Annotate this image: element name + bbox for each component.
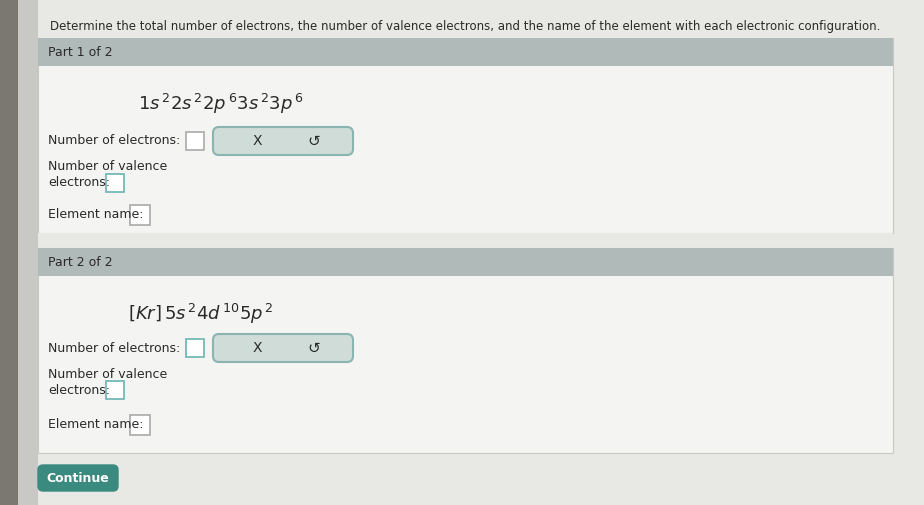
Text: Element name:: Element name:: [48, 208, 143, 221]
Text: Number of valence: Number of valence: [48, 161, 167, 174]
Bar: [186, 132, 204, 150]
Text: Element name:: Element name:: [48, 418, 143, 430]
Bar: [38, 248, 893, 276]
Bar: [38, 248, 893, 453]
Text: $1s^{\,2}2s^{\,2}2p^{\,6}3s^{\,2}3p^{\,6}$: $1s^{\,2}2s^{\,2}2p^{\,6}3s^{\,2}3p^{\,6…: [138, 92, 304, 116]
FancyBboxPatch shape: [38, 465, 118, 491]
Text: Number of electrons:: Number of electrons:: [48, 134, 180, 147]
Bar: [38, 38, 893, 233]
Bar: [38, 38, 893, 66]
Bar: [106, 174, 124, 192]
Bar: [0, 0, 18, 505]
Text: X: X: [253, 341, 262, 355]
Bar: [106, 381, 124, 399]
Text: ↺: ↺: [308, 133, 321, 148]
Text: Part 1 of 2: Part 1 of 2: [48, 45, 113, 59]
Text: Determine the total number of electrons, the number of valence electrons, and th: Determine the total number of electrons,…: [50, 20, 881, 33]
Text: Number of electrons:: Number of electrons:: [48, 341, 180, 355]
Text: electrons:: electrons:: [48, 383, 110, 396]
Text: Continue: Continue: [46, 472, 109, 484]
Text: $[Kr]\,5s^{\,2}4d^{\,10}5p^{\,2}$: $[Kr]\,5s^{\,2}4d^{\,10}5p^{\,2}$: [128, 302, 274, 326]
Text: X: X: [253, 134, 262, 148]
Text: ↺: ↺: [308, 340, 321, 356]
FancyBboxPatch shape: [213, 127, 353, 155]
Bar: [18, 0, 38, 505]
Bar: [130, 205, 150, 225]
Text: Part 2 of 2: Part 2 of 2: [48, 256, 113, 269]
FancyBboxPatch shape: [213, 334, 353, 362]
Text: electrons:: electrons:: [48, 177, 110, 189]
Text: Number of valence: Number of valence: [48, 368, 167, 380]
Bar: [186, 339, 204, 357]
Bar: [38, 233, 893, 248]
Bar: [130, 415, 150, 435]
